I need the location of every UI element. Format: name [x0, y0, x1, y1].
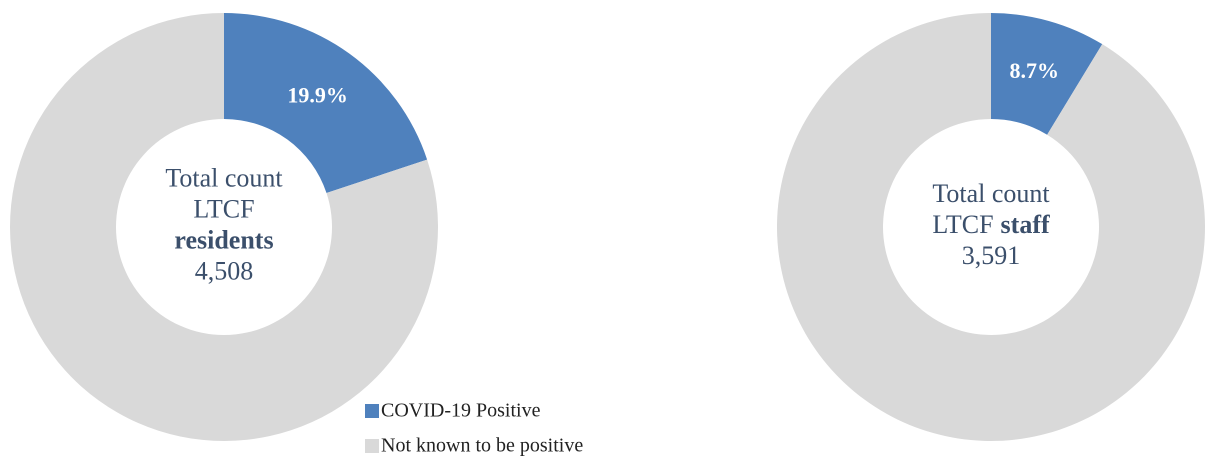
center-text-part: Total count: [165, 163, 283, 192]
center-text: residents: [174, 225, 273, 254]
donut-slice: [777, 13, 1205, 442]
legend-label: COVID-19 Positive: [381, 400, 541, 422]
center-text-part: LTCF: [932, 210, 993, 239]
slice-label: 19.9%: [287, 82, 348, 107]
center-text-part: staff: [1001, 210, 1050, 239]
donut-slice: [9, 13, 438, 441]
donut-slice: [224, 13, 428, 193]
legend-label: Not known to be positive: [381, 435, 583, 457]
center-text: LTCF staff: [932, 210, 1050, 239]
center-text: Total count: [932, 179, 1050, 208]
legend-swatch: [365, 404, 379, 418]
donut-slice: [991, 13, 1103, 135]
center-text: 3,591: [962, 241, 1021, 270]
center-text-part: Total count: [932, 179, 1050, 208]
legend-swatch: [365, 439, 379, 453]
center-text-part: 3,591: [962, 241, 1021, 270]
center-text-part: residents: [174, 225, 273, 254]
center-text: Total count: [165, 163, 283, 192]
slice-label: 8.7%: [1009, 58, 1059, 83]
center-text: 4,508: [195, 256, 254, 285]
center-text: LTCF: [193, 194, 254, 223]
center-text-part: LTCF: [193, 194, 254, 223]
center-text-part: 4,508: [195, 256, 254, 285]
